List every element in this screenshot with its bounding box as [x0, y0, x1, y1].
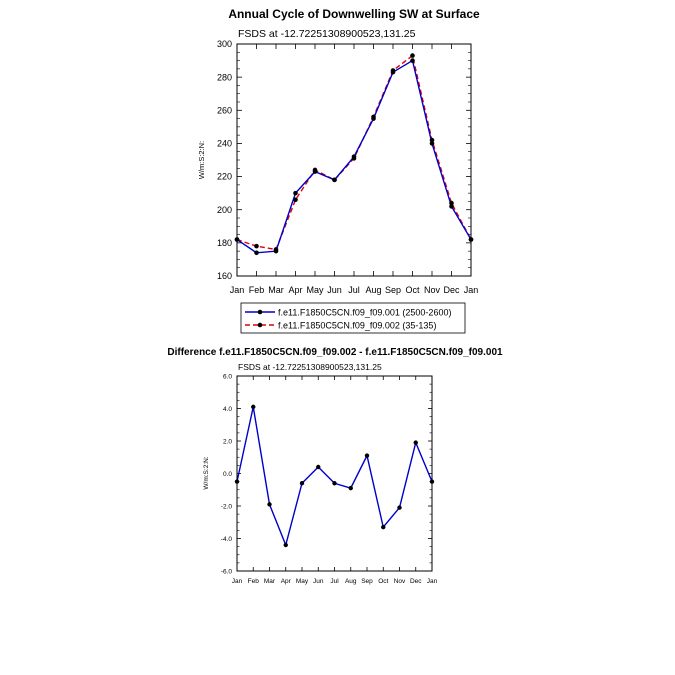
- y-tick-label: 0.0: [223, 471, 232, 478]
- x-tick-label: Jan: [232, 578, 243, 585]
- data-point-series-1: [283, 542, 288, 548]
- x-tick-label: May: [296, 578, 309, 585]
- y-tick-label: 220: [217, 172, 232, 182]
- data-point-series-1: [364, 453, 370, 458]
- chart2-subtitle: FSDS at -12.72251308900523,131.25: [238, 362, 382, 372]
- x-tick-label: Aug: [365, 285, 381, 295]
- y-tick-label: 6.0: [223, 373, 232, 380]
- x-tick-label: Apr: [288, 285, 302, 295]
- y-tick-label: 200: [217, 205, 232, 215]
- data-point-series-1: [254, 250, 259, 256]
- chart2-series-layer: [234, 404, 435, 548]
- y-tick-label: 300: [217, 39, 232, 49]
- chart2-plot-frame: [236, 375, 433, 572]
- chart1-series-layer: [234, 53, 474, 256]
- chart1-plot-frame: [236, 43, 472, 277]
- y-tick-label: -6.0: [221, 568, 233, 575]
- x-tick-label: Jul: [330, 578, 339, 585]
- y-tick-label: 180: [217, 238, 232, 248]
- data-point-series-1: [397, 505, 402, 510]
- x-tick-label: Dec: [410, 578, 422, 585]
- x-tick-label: Sep: [361, 578, 373, 585]
- x-tick-label: Nov: [394, 578, 406, 585]
- x-tick-label: Jun: [313, 578, 324, 585]
- data-point-series-2: [449, 200, 454, 206]
- y-tick-label: -2.0: [221, 503, 233, 510]
- x-tick-label: Jan: [464, 285, 479, 295]
- legend-marker-series-1: [257, 309, 263, 315]
- x-tick-label: Feb: [248, 578, 260, 585]
- data-point-series-2: [332, 177, 337, 183]
- data-point-series-1: [299, 481, 305, 486]
- difference-chart: Difference f.e11.F1850C5CN.f09_f09.002 -…: [167, 347, 503, 585]
- data-point-series-1: [332, 481, 337, 486]
- x-tick-label: Mar: [264, 578, 276, 585]
- chart1-subtitle: FSDS at -12.72251308900523,131.25: [238, 28, 416, 40]
- x-tick-label: Oct: [405, 285, 420, 295]
- x-tick-label: Oct: [378, 578, 388, 585]
- legend-box: [240, 302, 466, 334]
- chart1-title: Annual Cycle of Downwelling SW at Surfac…: [228, 7, 480, 21]
- y-tick-label: 280: [217, 72, 232, 82]
- x-tick-label: Nov: [424, 285, 441, 295]
- y-tick-label: 2.0: [223, 438, 232, 445]
- x-tick-label: Apr: [281, 578, 292, 585]
- x-tick-label: Dec: [443, 285, 460, 295]
- data-point-series-1: [410, 58, 415, 63]
- y-tick-label: 260: [217, 105, 232, 115]
- x-tick-label: Jun: [327, 285, 342, 295]
- data-point-series-2: [254, 243, 259, 249]
- data-point-series-1: [267, 502, 272, 507]
- data-point-series-2: [390, 68, 396, 73]
- data-point-series-1: [449, 204, 454, 209]
- y-tick-label: 160: [217, 271, 232, 281]
- data-point-series-2: [429, 137, 435, 143]
- chart1-legend: f.e11.F1850C5CN.f09_f09.001 (2500-2600) …: [240, 302, 466, 334]
- y-tick-label: -4.0: [221, 536, 233, 543]
- x-tick-label: Jan: [427, 578, 438, 585]
- data-point-series-2: [273, 247, 279, 252]
- data-point-series-1: [429, 141, 435, 146]
- data-point-series-2: [371, 114, 376, 120]
- chart2-axes: Jan Feb Mar Apr May Jun Jul Aug Sep Oct Nov Dec Jan -…: [221, 373, 438, 585]
- y-tick-label: 4.0: [223, 406, 232, 413]
- legend-marker-series-2: [257, 322, 263, 328]
- data-point-series-1: [251, 404, 256, 410]
- chart1-axes: Jan Feb Mar Apr May Jun Jul Aug Sep Oct Nov Dec Jan 1…: [217, 39, 478, 295]
- y-tick-label: 240: [217, 139, 232, 149]
- data-point-series-1: [413, 440, 418, 445]
- x-tick-label: Feb: [249, 285, 265, 295]
- x-tick-label: May: [306, 285, 324, 295]
- x-tick-label: Aug: [345, 578, 357, 585]
- annual-cycle-chart: Annual Cycle of Downwelling SW at Surfac…: [197, 7, 480, 334]
- chart2-y-axis-label: W/m:S:2:N:: [203, 456, 210, 489]
- data-point-series-2: [351, 156, 357, 161]
- data-point-series-1: [381, 524, 386, 530]
- x-tick-label: Mar: [268, 285, 284, 295]
- data-point-series-1: [348, 485, 353, 491]
- x-tick-label: Sep: [385, 285, 401, 295]
- data-point-series-2: [410, 53, 415, 58]
- x-tick-label: Jul: [348, 285, 360, 295]
- data-point-series-2: [293, 197, 298, 203]
- legend-label-series-2: f.e11.F1850C5CN.f09_f09.002 (35-135): [278, 321, 436, 331]
- chart1-y-axis-label: W/m:S:2:N:: [197, 141, 206, 179]
- legend-entry-series-2: f.e11.F1850C5CN.f09_f09.002 (35-135): [245, 321, 436, 331]
- legend-label-series-1: f.e11.F1850C5CN.f09_f09.001 (2500-2600): [278, 308, 451, 318]
- data-point-series-1: [293, 190, 298, 196]
- chart2-title: Difference f.e11.F1850C5CN.f09_f09.002 -…: [167, 347, 503, 358]
- data-point-series-1: [316, 464, 321, 470]
- x-tick-label: Jan: [230, 285, 245, 295]
- data-point-series-2: [312, 167, 318, 173]
- legend-entry-series-1: f.e11.F1850C5CN.f09_f09.001 (2500-2600): [245, 308, 451, 318]
